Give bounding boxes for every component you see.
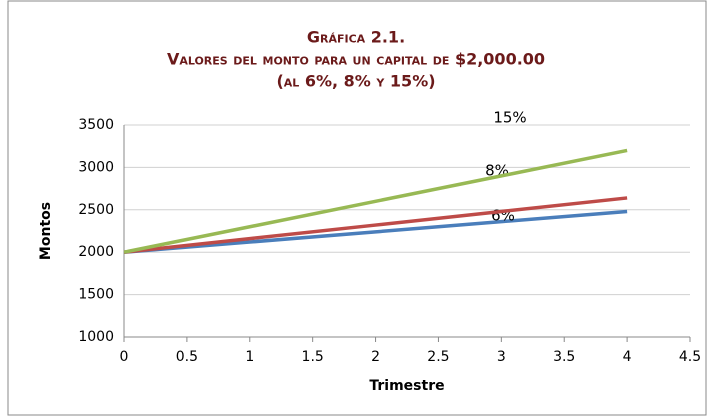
x-tick-label: 2 bbox=[371, 349, 380, 365]
y-axis-label: Montos bbox=[38, 202, 54, 260]
y-tick-label: 3000 bbox=[78, 159, 114, 175]
series-line bbox=[123, 148, 628, 254]
title-line: Gráfica 2.1. bbox=[307, 28, 405, 47]
series-line bbox=[123, 209, 628, 254]
x-tick-label: 2.5 bbox=[427, 349, 449, 365]
title-line: (al 6%, 8% y 15%) bbox=[276, 72, 435, 91]
series-line bbox=[123, 196, 628, 254]
x-tick-label: 3 bbox=[497, 349, 506, 365]
y-tick-label: 1000 bbox=[78, 329, 114, 345]
x-tick-label: 0 bbox=[120, 349, 129, 365]
y-tick-label: 1500 bbox=[78, 287, 114, 303]
x-tick-label: 1.5 bbox=[302, 349, 324, 365]
y-tick-label: 2500 bbox=[78, 202, 114, 218]
x-tick-label: 4.5 bbox=[679, 349, 701, 365]
title-line: Valores del monto para un capital de $2,… bbox=[167, 50, 545, 69]
series-label: 15% bbox=[493, 109, 526, 127]
x-tick-label: 1 bbox=[245, 349, 254, 365]
y-tick-label: 2000 bbox=[78, 244, 114, 260]
x-axis-label: Trimestre bbox=[369, 378, 444, 394]
x-tick-label: 0.5 bbox=[176, 349, 198, 365]
y-tick-label: 3500 bbox=[78, 117, 114, 133]
x-tick-label: 3.5 bbox=[553, 349, 575, 365]
x-tick-label: 4 bbox=[623, 349, 632, 365]
